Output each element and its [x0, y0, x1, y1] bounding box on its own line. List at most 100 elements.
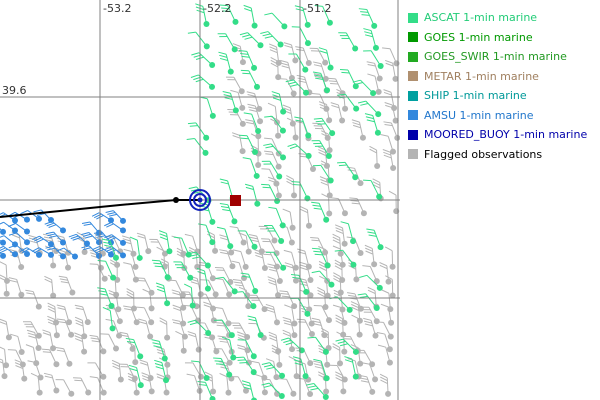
barb-tick — [191, 360, 200, 363]
legend-item[interactable]: AMSU 1-min marine — [408, 106, 598, 126]
obs-dot — [53, 361, 60, 368]
barb-tick — [311, 317, 320, 321]
barb-tick — [313, 250, 322, 253]
barb-tick — [280, 293, 289, 295]
barb-tick — [357, 293, 366, 296]
obs-dot — [291, 320, 298, 327]
barb-tick — [153, 262, 162, 265]
barb-tick — [381, 289, 390, 294]
obs-dot — [389, 263, 396, 270]
barb-tick — [0, 235, 5, 238]
legend-item[interactable]: GOES 1-min marine — [408, 28, 598, 48]
obs-dot — [136, 254, 143, 261]
obs-dot — [226, 359, 233, 366]
obs-dot — [370, 90, 377, 97]
legend-item[interactable]: METAR 1-min marine — [408, 67, 598, 87]
legend-item[interactable]: Flagged observations — [408, 145, 598, 165]
barb-tick — [269, 46, 278, 51]
barb-tick — [314, 75, 323, 79]
barb-tick — [155, 282, 164, 287]
barb-tick — [313, 117, 322, 120]
barb-tick — [266, 309, 275, 313]
wind-barb — [245, 339, 255, 357]
barb-tick — [339, 343, 348, 347]
barb-tick — [141, 375, 150, 379]
barb-tick — [184, 233, 193, 237]
barb-tick — [106, 223, 114, 228]
obs-dot — [36, 389, 43, 396]
legend-label: GOES 1-min marine — [424, 30, 533, 44]
barb-tick — [294, 116, 303, 119]
obs-dot — [372, 376, 379, 383]
barb-tick — [351, 314, 359, 320]
barb-tick — [33, 209, 42, 213]
barb-tick — [254, 249, 263, 253]
legend-item[interactable]: SHIP 1-min marine — [408, 86, 598, 106]
legend-item[interactable]: ASCAT 1-min marine — [408, 8, 598, 28]
obs-dot — [372, 332, 379, 339]
barb-tick — [385, 104, 394, 109]
barb-tick — [189, 125, 198, 127]
barb-tick — [290, 84, 299, 87]
barb-tick — [32, 235, 40, 241]
obs-dot — [180, 304, 187, 311]
obs-dot — [239, 59, 246, 66]
barb-tick — [315, 77, 324, 80]
barb-tick — [372, 178, 381, 183]
obs-dot — [291, 332, 298, 339]
barb-tick — [58, 321, 67, 324]
barb-tick — [8, 244, 17, 249]
obs-dot — [392, 117, 399, 124]
barb-tick — [172, 321, 181, 325]
barb-tick — [319, 50, 328, 54]
barb-tick — [173, 236, 182, 239]
barb-tick — [271, 91, 280, 95]
obs-dot — [279, 222, 286, 229]
barb-tick — [70, 235, 79, 240]
barb-tick — [122, 238, 131, 242]
barb-tick — [222, 209, 231, 212]
barb-tick — [299, 261, 308, 265]
obs-dot — [212, 247, 219, 254]
barb-tick — [0, 213, 6, 218]
obs-dot — [204, 285, 211, 292]
obs-dot — [33, 360, 40, 367]
barb-tick — [238, 286, 247, 291]
legend-item[interactable]: MOORED_BUOY 1-min marine — [408, 125, 598, 145]
obs-dot — [357, 250, 364, 257]
barb-tick — [335, 227, 344, 232]
obs-dot — [18, 291, 25, 298]
barb-tick — [207, 233, 215, 239]
barb-tick — [385, 275, 393, 280]
barb-tick — [128, 378, 136, 383]
barb-tick — [121, 235, 130, 239]
barb-tick — [264, 137, 273, 140]
barb-tick — [383, 154, 392, 159]
barb-tick — [124, 308, 133, 311]
obs-dot — [60, 227, 66, 234]
obs-dot — [96, 252, 102, 259]
barb-tick — [239, 134, 248, 137]
barb-tick — [199, 202, 208, 206]
barb-tick — [332, 239, 341, 244]
obs-dot — [180, 347, 187, 354]
barb-tick — [249, 236, 258, 240]
obs-dot — [275, 192, 282, 199]
barb-tick — [47, 321, 56, 326]
legend: ASCAT 1-min marine GOES 1-min marine GOES_… — [408, 8, 598, 164]
barb-tick — [222, 336, 230, 341]
obs-dot — [116, 318, 123, 325]
barb-tick — [60, 281, 69, 284]
barb-tick — [321, 133, 329, 138]
barb-tick — [379, 373, 388, 379]
barb-tick — [285, 341, 294, 346]
obs-dot — [277, 41, 284, 48]
barb-tick — [300, 305, 309, 309]
barb-tick — [335, 371, 343, 376]
obs-dot — [194, 263, 201, 270]
barb-tick — [332, 343, 340, 348]
obs-dot — [385, 390, 392, 397]
barb-tick — [241, 55, 250, 58]
barb-tick — [284, 262, 293, 266]
legend-item[interactable]: GOES_SWIR 1-min marine — [408, 47, 598, 67]
